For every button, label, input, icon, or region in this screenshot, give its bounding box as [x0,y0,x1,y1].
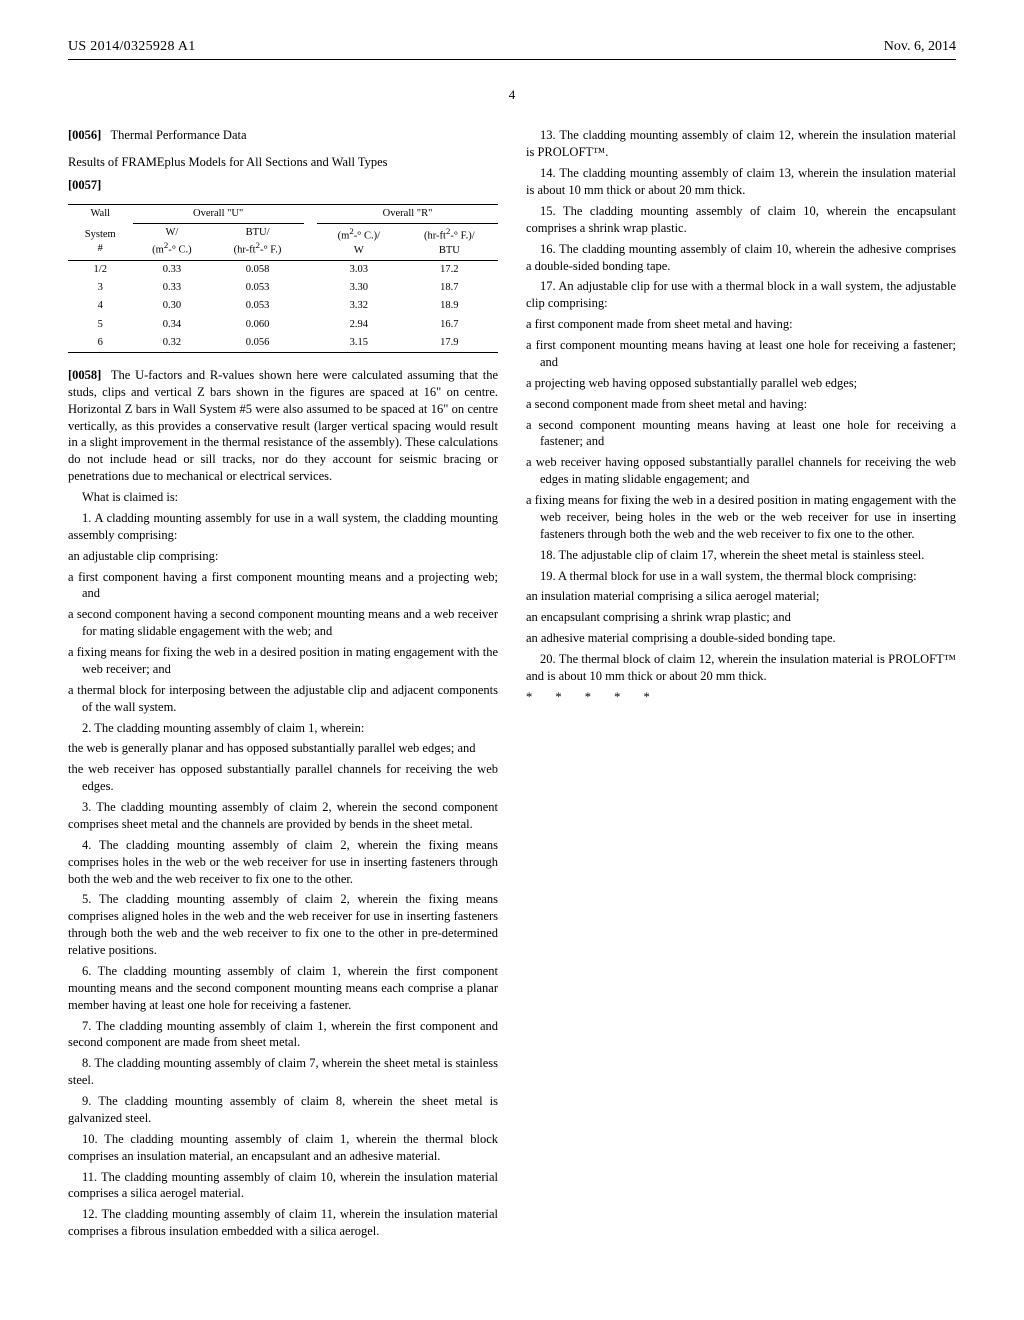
claim-19-a: an insulation material comprising a sili… [526,588,956,605]
claim-2-b: the web receiver has opposed substantial… [68,761,498,795]
claim-11: 11. The cladding mounting assembly of cl… [68,1169,498,1203]
claim-6: 6. The cladding mounting assembly of cla… [68,963,498,1014]
claim-16: 16. The cladding mounting assembly of cl… [526,241,956,275]
thermal-data-table: Wall Overall "U" Overall "R" System# W/(… [68,204,498,353]
sub-head-m2c-w: (m2-° C.)/W [317,224,401,261]
claim-4: 4. The cladding mounting assembly of cla… [68,837,498,888]
para-text: The U-factors and R-values shown here we… [68,368,498,483]
claim-17-b2: a web receiver having opposed substantia… [526,454,956,488]
col-head-overall-r: Overall "R" [317,205,498,224]
table-row: 3 0.33 0.053 3.30 18.7 [68,279,498,297]
para-label: [0057] [68,178,101,192]
sub-head-w: W/(m2-° C.) [133,224,212,261]
claim-14: 14. The cladding mounting assembly of cl… [526,165,956,199]
sub-head-hrft-btu: (hr-ft2-° F.)/BTU [401,224,498,261]
claim-7: 7. The cladding mounting assembly of cla… [68,1018,498,1052]
claim-1-a3: a fixing means for fixing the web in a d… [68,644,498,678]
claim-2-a: the web is generally planar and has oppo… [68,740,498,757]
table-row: 6 0.32 0.056 3.15 17.9 [68,334,498,353]
header-rule [68,59,956,60]
claim-15: 15. The cladding mounting assembly of cl… [526,203,956,237]
claim-19-c: an adhesive material comprising a double… [526,630,956,647]
sub-head-btu: BTU/(hr-ft2-° F.) [211,224,303,261]
para-label: [0056] [68,128,101,142]
para-0058: [0058] The U-factors and R-values shown … [68,367,498,485]
claim-17: 17. An adjustable clip for use with a th… [526,278,956,312]
claim-1-a1: a first component having a first compone… [68,569,498,603]
para-text: Thermal Performance Data [110,128,246,142]
claim-2: 2. The cladding mounting assembly of cla… [68,720,498,737]
claim-17-a1: a first component mounting means having … [526,337,956,371]
publication-number: US 2014/0325928 A1 [68,38,196,57]
claim-19-b: an encapsulant comprising a shrink wrap … [526,609,956,626]
claim-3: 3. The cladding mounting assembly of cla… [68,799,498,833]
table-row: 1/2 0.33 0.058 3.03 17.2 [68,261,498,279]
claim-5: 5. The cladding mounting assembly of cla… [68,891,498,959]
what-is-claimed: What is claimed is: [68,489,498,506]
claim-17-a2: a projecting web having opposed substant… [526,375,956,392]
claim-18: 18. The adjustable clip of claim 17, whe… [526,547,956,564]
claim-10: 10. The cladding mounting assembly of cl… [68,1131,498,1165]
table-row: 5 0.34 0.060 2.94 16.7 [68,316,498,334]
claim-17-b: a second component made from sheet metal… [526,396,956,413]
col-head-overall-u: Overall "U" [133,205,304,224]
claim-1-a2: a second component having a second compo… [68,606,498,640]
claim-9: 9. The cladding mounting assembly of cla… [68,1093,498,1127]
para-label: [0058] [68,368,101,382]
para-0057: [0057] [68,177,498,194]
page-header: US 2014/0325928 A1 Nov. 6, 2014 [68,38,956,57]
claim-20: 20. The thermal block of claim 12, where… [526,651,956,685]
results-line: Results of FRAMEplus Models for All Sect… [68,154,498,171]
publication-date: Nov. 6, 2014 [884,38,956,57]
claim-17-a: a first component made from sheet metal … [526,316,956,333]
claim-17-b1: a second component mounting means having… [526,417,956,451]
two-column-body: [0056] Thermal Performance Data Results … [68,127,956,1257]
claim-1-a: an adjustable clip comprising: [68,548,498,565]
para-0056: [0056] Thermal Performance Data [68,127,498,144]
sub-head-system: System# [68,224,133,261]
claim-12: 12. The cladding mounting assembly of cl… [68,1206,498,1240]
end-stars: * * * * * [526,689,956,706]
claim-8: 8. The cladding mounting assembly of cla… [68,1055,498,1089]
table-row: 4 0.30 0.053 3.32 18.9 [68,297,498,315]
claim-19: 19. A thermal block for use in a wall sy… [526,568,956,585]
page-number: 4 [68,86,956,104]
claim-1-b: a thermal block for interposing between … [68,682,498,716]
col-head-wall: Wall [68,205,133,224]
claim-1: 1. A cladding mounting assembly for use … [68,510,498,544]
claim-17-c: a fixing means for fixing the web in a d… [526,492,956,543]
page: US 2014/0325928 A1 Nov. 6, 2014 4 [0056]… [0,0,1024,1320]
claim-13: 13. The cladding mounting assembly of cl… [526,127,956,161]
